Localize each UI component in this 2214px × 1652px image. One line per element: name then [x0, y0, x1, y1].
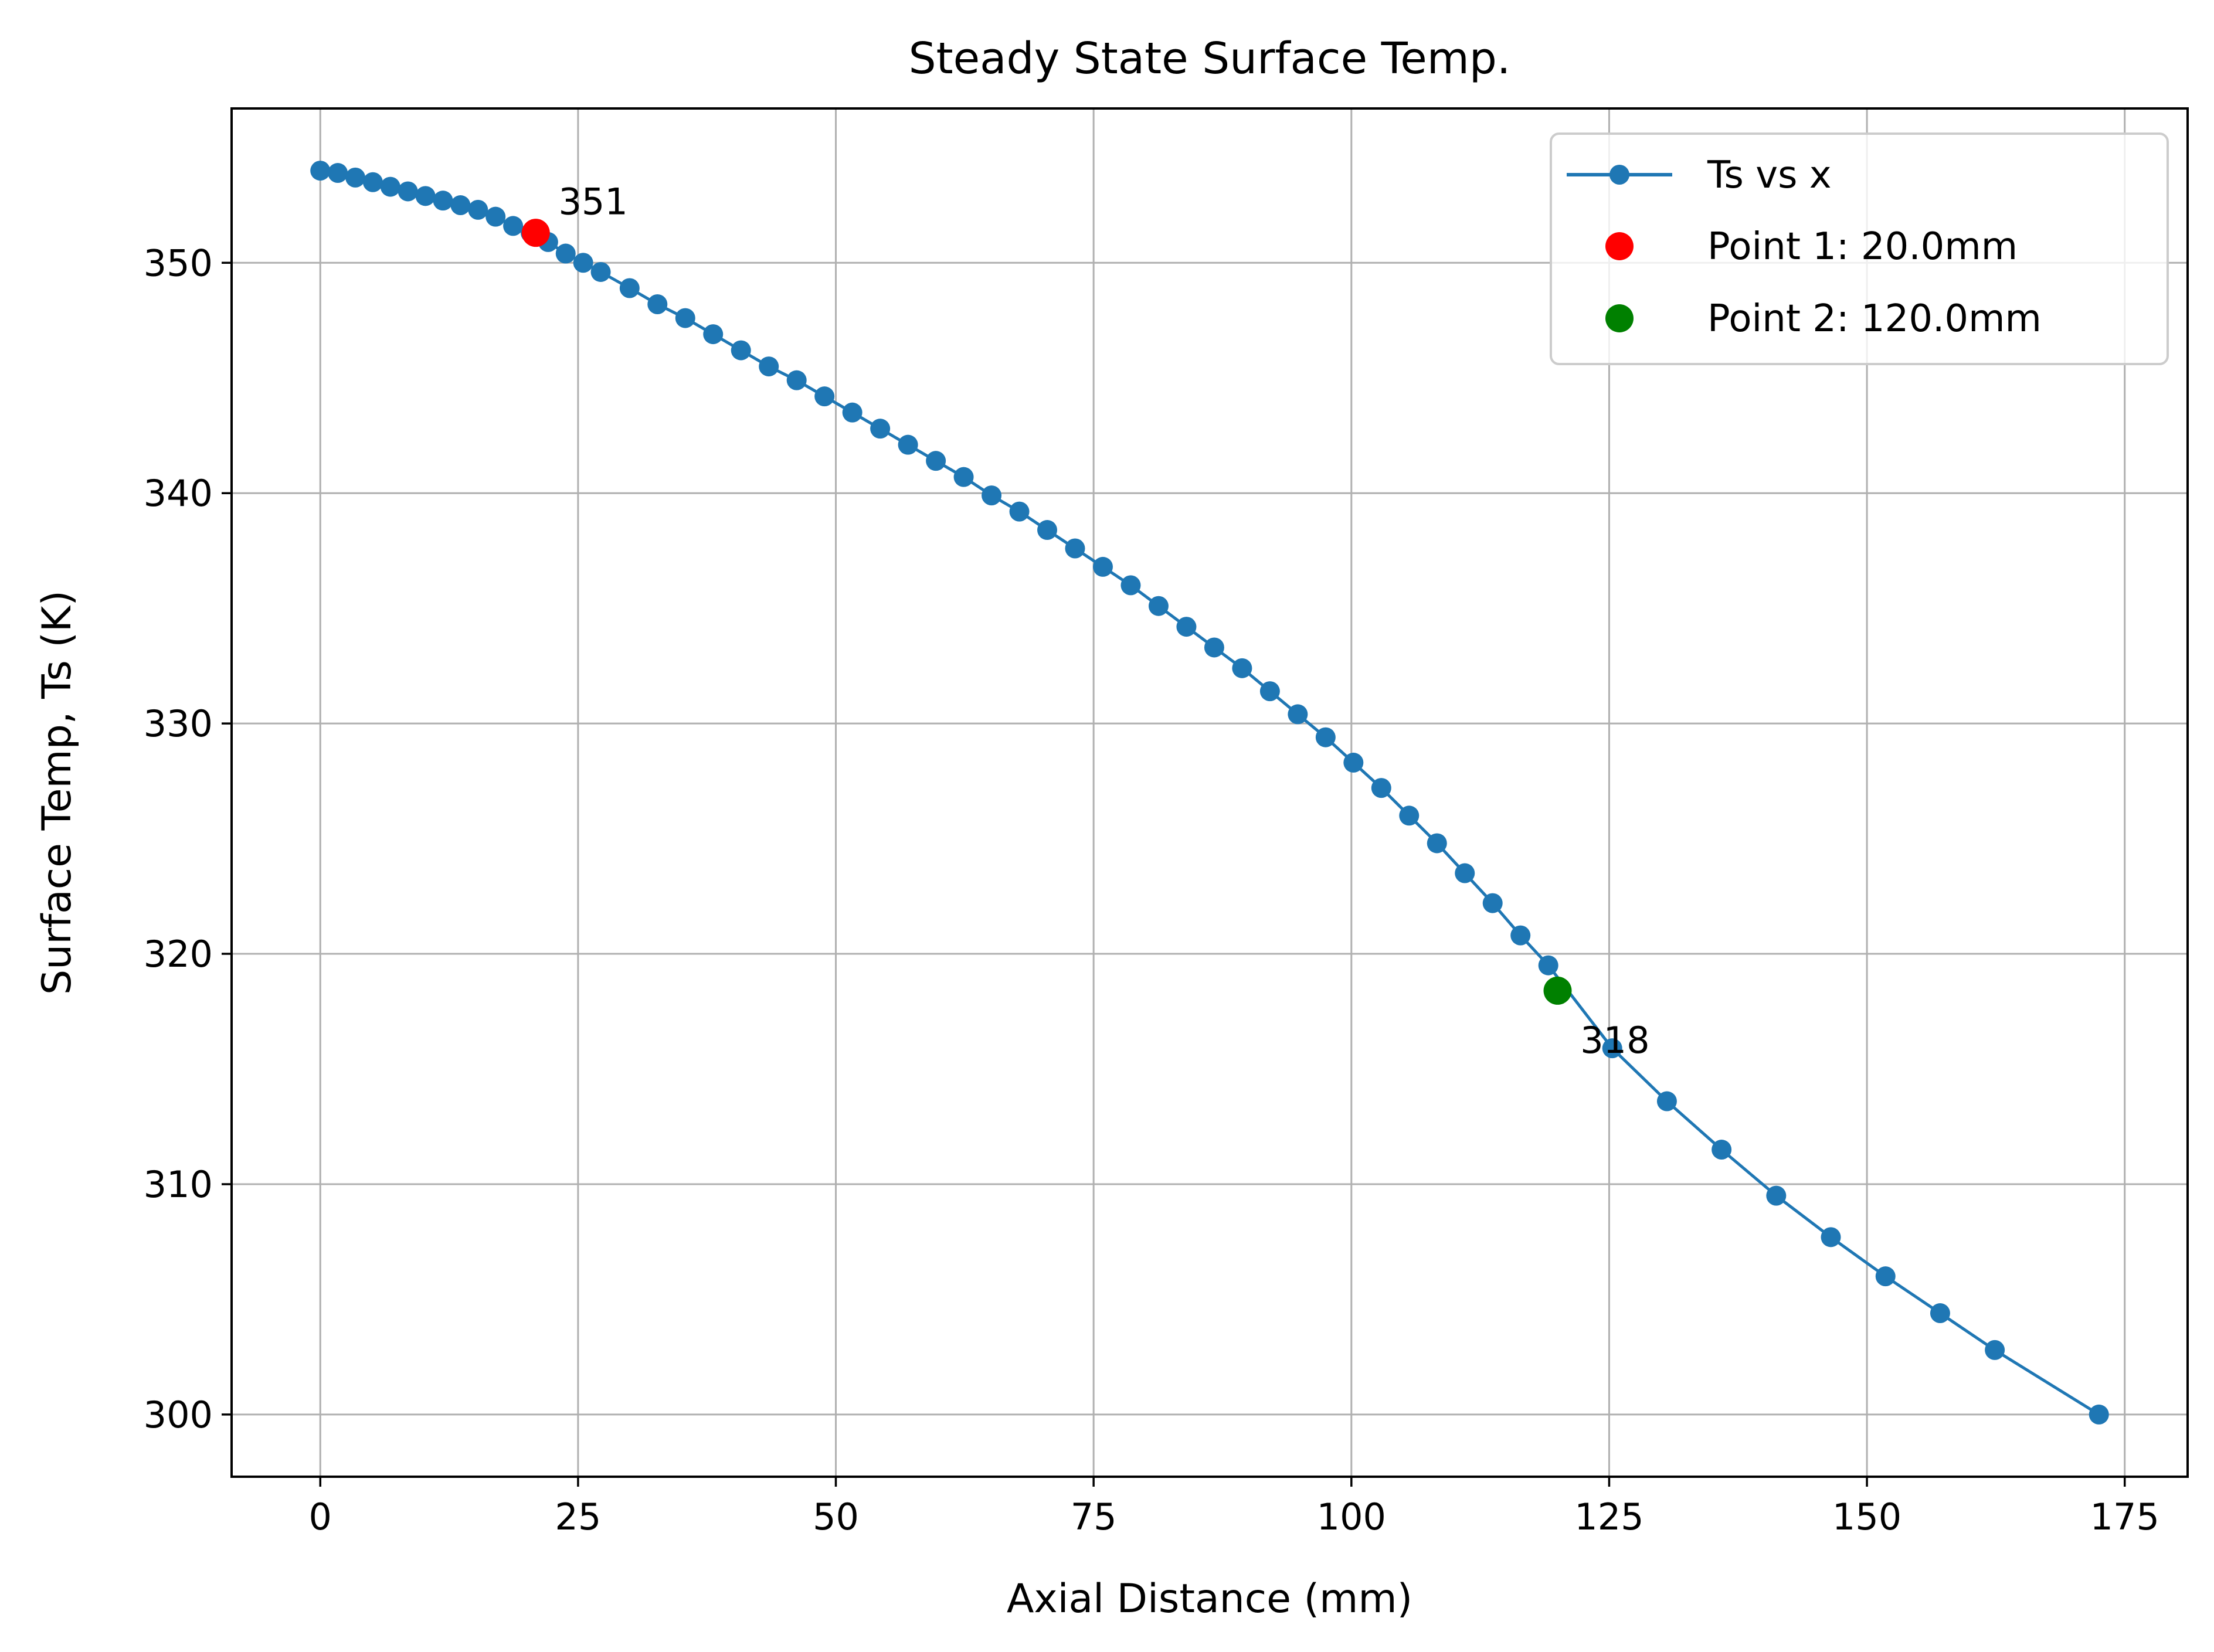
legend-label-ts: Ts vs x [1707, 154, 1832, 197]
data-point-ts [926, 451, 946, 471]
data-point-ts [786, 370, 807, 390]
data-point-ts [953, 467, 974, 487]
data-point-ts [703, 324, 724, 345]
data-point-ts [1204, 637, 1224, 658]
y-tick-label: 350 [144, 242, 213, 284]
plot-frame [230, 107, 2189, 1478]
data-point-ts [1148, 596, 1169, 616]
data-point-ts [310, 161, 331, 181]
x-tick-label: 175 [2090, 1495, 2159, 1538]
data-point-ts [1985, 1340, 2005, 1360]
highlight-point-2 [1543, 976, 1572, 1005]
data-point-ts [814, 386, 835, 407]
data-point-ts [1037, 520, 1058, 541]
x-axis-ticks: 0 25 50 75 100 125 150 175 [309, 1477, 2159, 1538]
data-point-ts [1399, 805, 1420, 826]
legend-label-point-1: Point 1: 20.0mm [1707, 225, 2018, 268]
data-point-ts [982, 485, 1002, 506]
x-tick-label: 125 [1574, 1495, 1643, 1538]
data-point-ts [503, 216, 524, 236]
data-point-ts [1656, 1091, 1677, 1111]
data-point-ts [1875, 1266, 1896, 1287]
data-point-ts [2089, 1404, 2109, 1425]
data-point-ts [590, 261, 611, 282]
legend: Ts vs x Point 1: 20.0mm Point 2: 120.0mm [1550, 132, 2169, 365]
data-point-ts [1176, 617, 1197, 637]
data-point-ts [1712, 1140, 1732, 1160]
data-point-ts [1259, 681, 1280, 702]
data-point-ts [1120, 575, 1141, 596]
data-point-ts [647, 294, 668, 314]
legend-box [1550, 132, 2169, 365]
data-point-ts [1065, 538, 1085, 559]
legend-label-point-2: Point 2: 120.0mm [1707, 297, 2042, 341]
x-tick-label: 100 [1317, 1495, 1386, 1538]
data-point-ts [870, 419, 891, 439]
data-point-ts [759, 356, 779, 377]
data-point-ts [842, 402, 862, 423]
data-point-ts [362, 172, 383, 192]
data-point-ts [573, 253, 593, 273]
x-tick-label: 50 [813, 1495, 859, 1538]
y-axis-ticks: 300 310 320 330 340 350 [144, 242, 232, 1436]
x-tick-label: 0 [309, 1495, 332, 1538]
data-point-ts [1315, 727, 1336, 747]
legend-marker-ts [1609, 165, 1629, 185]
data-point-ts [1371, 778, 1391, 798]
data-point-ts [1343, 752, 1364, 773]
data-point-ts [433, 191, 453, 211]
data-point-ts [1092, 556, 1113, 577]
data-point-ts [898, 434, 918, 455]
data-point-ts [1821, 1227, 1841, 1248]
chart-title: Steady State Surface Temp. [909, 33, 1511, 84]
data-point-ts [398, 181, 418, 202]
data-point-ts [415, 186, 436, 206]
x-tick-label: 75 [1071, 1495, 1117, 1538]
y-tick-label: 340 [144, 472, 213, 515]
data-point-ts [468, 199, 488, 220]
data-point-ts [450, 195, 471, 216]
data-point-ts [1538, 955, 1558, 975]
data-point-ts [1455, 863, 1475, 883]
data-point-ts [1766, 1185, 1787, 1206]
highlight-point-1 [521, 219, 550, 247]
data-point-ts [555, 243, 576, 264]
annotations-group: 351 318 [558, 181, 1649, 1062]
data-point-ts [619, 278, 640, 298]
point-annotation: 351 [558, 181, 627, 223]
data-point-ts [1602, 1038, 1622, 1059]
x-tick-label: 25 [555, 1495, 601, 1538]
data-point-ts [328, 163, 348, 183]
data-point-ts [485, 206, 506, 227]
data-point-ts [675, 308, 695, 328]
data-point-ts [731, 340, 751, 361]
legend-marker-point-1 [1605, 232, 1634, 260]
highlight-points-group [521, 219, 1572, 1005]
data-point-ts [1009, 501, 1030, 522]
y-tick-label: 330 [144, 702, 213, 745]
data-point-ts [1288, 704, 1308, 725]
y-axis-label: Surface Temp, Ts (K) [34, 590, 80, 995]
y-tick-label: 300 [144, 1393, 213, 1436]
data-point-ts [1427, 833, 1447, 854]
x-tick-label: 150 [1832, 1495, 1901, 1538]
y-tick-label: 320 [144, 933, 213, 975]
data-point-ts [1482, 893, 1503, 913]
data-point-ts [1232, 658, 1252, 678]
data-point-ts [1510, 925, 1531, 946]
x-axis-label: Axial Distance (mm) [1007, 1576, 1412, 1622]
legend-marker-point-2 [1605, 304, 1634, 332]
y-tick-label: 310 [144, 1163, 213, 1206]
data-point-ts [1930, 1303, 1950, 1324]
point-annotation: 318 [1580, 1019, 1649, 1062]
data-point-ts [380, 176, 400, 197]
data-point-ts [345, 167, 366, 188]
